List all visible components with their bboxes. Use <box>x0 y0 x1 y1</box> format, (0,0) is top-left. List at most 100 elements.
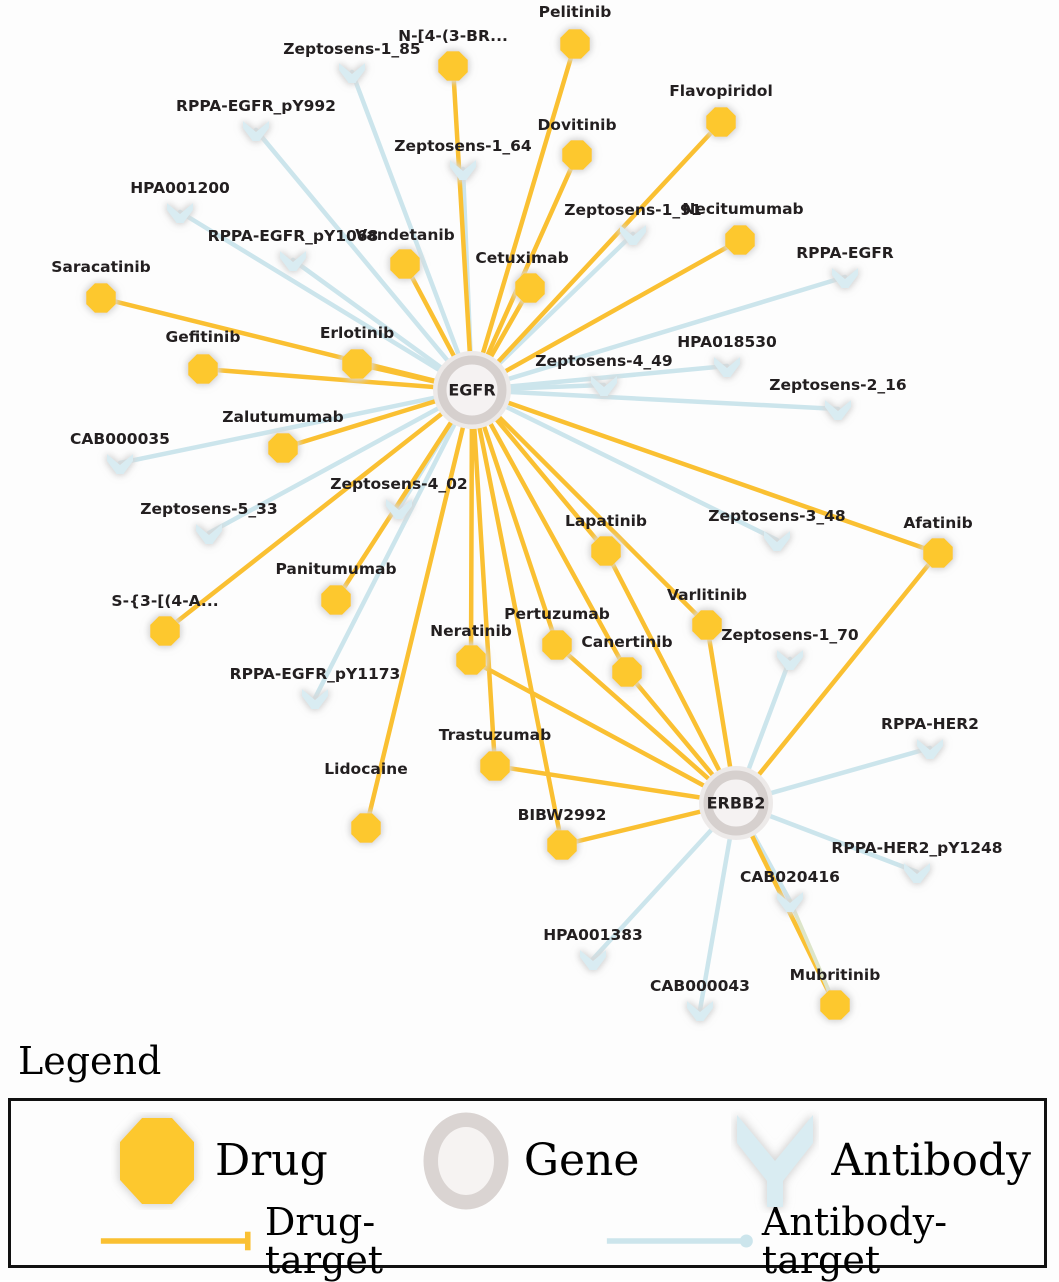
drug-node[interactable] <box>480 751 510 781</box>
drug-node-label: Cetuximab <box>475 249 568 267</box>
drug-node[interactable] <box>351 813 381 843</box>
antibody-node[interactable] <box>904 863 930 884</box>
antibody-node[interactable] <box>339 63 365 84</box>
drug-node-label: Varlitinib <box>667 586 747 604</box>
antibody-node-label: RPPA-EGFR_pY1068 <box>208 227 379 245</box>
antibody-node[interactable] <box>620 225 646 246</box>
legend-label-antibody-target: Antibody-target <box>761 1200 948 1282</box>
drug-node[interactable] <box>342 349 372 379</box>
drug-node[interactable] <box>562 140 592 170</box>
antibody-node-label: Zeptosens-4_49 <box>535 352 672 370</box>
antibody-node[interactable] <box>591 376 617 397</box>
nodes-layer[interactable] <box>86 29 953 1022</box>
antibody-node-label: CAB000035 <box>70 430 170 448</box>
drug-node[interactable] <box>706 107 736 137</box>
antibody-node-label: HPA001383 <box>543 926 643 944</box>
drug-target-edge <box>469 387 941 556</box>
drug-node-label: N-[4-(3-BR... <box>398 27 508 45</box>
legend-edge-row: Drug-target Antibody-target <box>11 1203 1044 1279</box>
drug-node[interactable] <box>268 433 298 463</box>
antibody-node[interactable] <box>764 531 790 552</box>
antibody-target-edge <box>349 69 475 393</box>
drug-node-label: Dovitinib <box>537 116 616 134</box>
gene-node[interactable] <box>433 351 511 429</box>
antibody-node-label: Zeptosens-3_48 <box>708 507 845 525</box>
antibody-node[interactable] <box>107 454 133 475</box>
drug-node-label: S-{3-[(4-A... <box>111 592 218 610</box>
legend-item-gene: Gene <box>420 1112 639 1210</box>
antibody-node[interactable] <box>302 689 328 710</box>
drug-node[interactable] <box>86 283 116 313</box>
antibody-node-label: Zeptosens-5_33 <box>140 500 277 518</box>
antibody-node[interactable] <box>825 400 851 421</box>
antibody-node-label: Zeptosens-2_16 <box>769 376 906 394</box>
drug-node[interactable] <box>542 630 572 660</box>
drug-node[interactable] <box>612 657 642 687</box>
antibody-node[interactable] <box>832 268 858 289</box>
antibody-node-label: CAB020416 <box>740 868 840 886</box>
drug-target-edge <box>468 657 739 806</box>
antibody-target-edge <box>469 387 841 412</box>
drug-node[interactable] <box>820 990 850 1020</box>
legend-item-drug-target: Drug-target <box>99 1203 477 1279</box>
antibody-node[interactable] <box>687 1001 713 1022</box>
legend-label-antibody: Antibody <box>831 1135 1031 1186</box>
antibody-node-label: Zeptosens-1_64 <box>394 137 532 155</box>
drug-target-edge <box>469 387 565 848</box>
drug-node-label: Gefitinib <box>166 328 241 346</box>
drug-node[interactable] <box>515 273 545 303</box>
antibody-target-edge <box>117 387 475 466</box>
antibody-node[interactable] <box>196 524 222 545</box>
antibody-node-label: RPPA-HER2 <box>881 715 979 733</box>
drug-node[interactable] <box>188 354 218 384</box>
drug-target-edge <box>554 642 739 806</box>
gene-node[interactable] <box>699 766 773 840</box>
drug-node[interactable] <box>321 585 351 615</box>
antibody-node[interactable] <box>777 650 803 671</box>
drug-icon <box>120 1118 194 1204</box>
legend-item-drug: Drug <box>111 1112 328 1210</box>
antibody-node[interactable] <box>280 251 306 272</box>
drug-target-edge <box>469 387 630 675</box>
drug-target-edge <box>469 387 710 628</box>
drug-node[interactable] <box>438 51 468 81</box>
drug-node[interactable] <box>591 536 621 566</box>
antibody-node[interactable] <box>714 357 740 378</box>
drug-node-label: Pertuzumab <box>504 605 610 623</box>
drug-node[interactable] <box>923 538 953 568</box>
network-canvas[interactable]: EGFR ERBB2 Zeptosens-1_85 RPPA-EGFR_pY992 Ze… <box>0 0 1059 1040</box>
legend-shape-row: Drug Gene Antibody <box>11 1111 1044 1211</box>
drug-target-edge <box>469 119 724 393</box>
drug-node-label: Vandetanib <box>355 226 455 244</box>
drug-target-edge <box>363 387 475 831</box>
drug-node[interactable] <box>390 249 420 279</box>
antibody-node[interactable] <box>167 203 193 224</box>
legend-box: Drug Gene Antibody <box>8 1098 1047 1279</box>
antibody-node[interactable] <box>777 892 803 913</box>
antibody-node-label: Zeptosens-1_85 <box>283 40 420 58</box>
drug-node[interactable] <box>560 29 590 59</box>
antibody-node[interactable] <box>580 950 606 971</box>
drug-node-label: Mubritinib <box>790 966 881 984</box>
antibody-node[interactable] <box>243 121 269 142</box>
antibody-icon <box>737 1115 814 1207</box>
antibody-target-edge <box>469 387 780 543</box>
drug-node[interactable] <box>692 610 722 640</box>
antibody-node-label: Zeptosens-1_70 <box>721 626 859 644</box>
drug-node[interactable] <box>547 830 577 860</box>
antibody-node[interactable] <box>450 160 476 181</box>
antibody-node[interactable] <box>386 499 412 520</box>
antibody-node-label: RPPA-EGFR_pY1173 <box>230 665 401 683</box>
drug-node[interactable] <box>150 616 180 646</box>
drug-node[interactable] <box>725 225 755 255</box>
antibody-node[interactable] <box>917 739 943 760</box>
antibody-node-label: HPA001200 <box>130 179 230 197</box>
drug-target-edge <box>492 763 739 806</box>
legend-item-antibody-target: Antibody-target <box>605 1203 1044 1279</box>
drug-target-edge <box>469 387 560 648</box>
drug-node[interactable] <box>456 645 486 675</box>
drug-node-label: Canertinib <box>581 633 672 651</box>
antibody-node-label: Zeptosens-1_91 <box>564 201 701 219</box>
node-labels-layer: EGFR ERBB2 Zeptosens-1_85 RPPA-EGFR_pY992 Ze… <box>51 3 1002 995</box>
drug-node-label: Neratinib <box>430 622 512 640</box>
